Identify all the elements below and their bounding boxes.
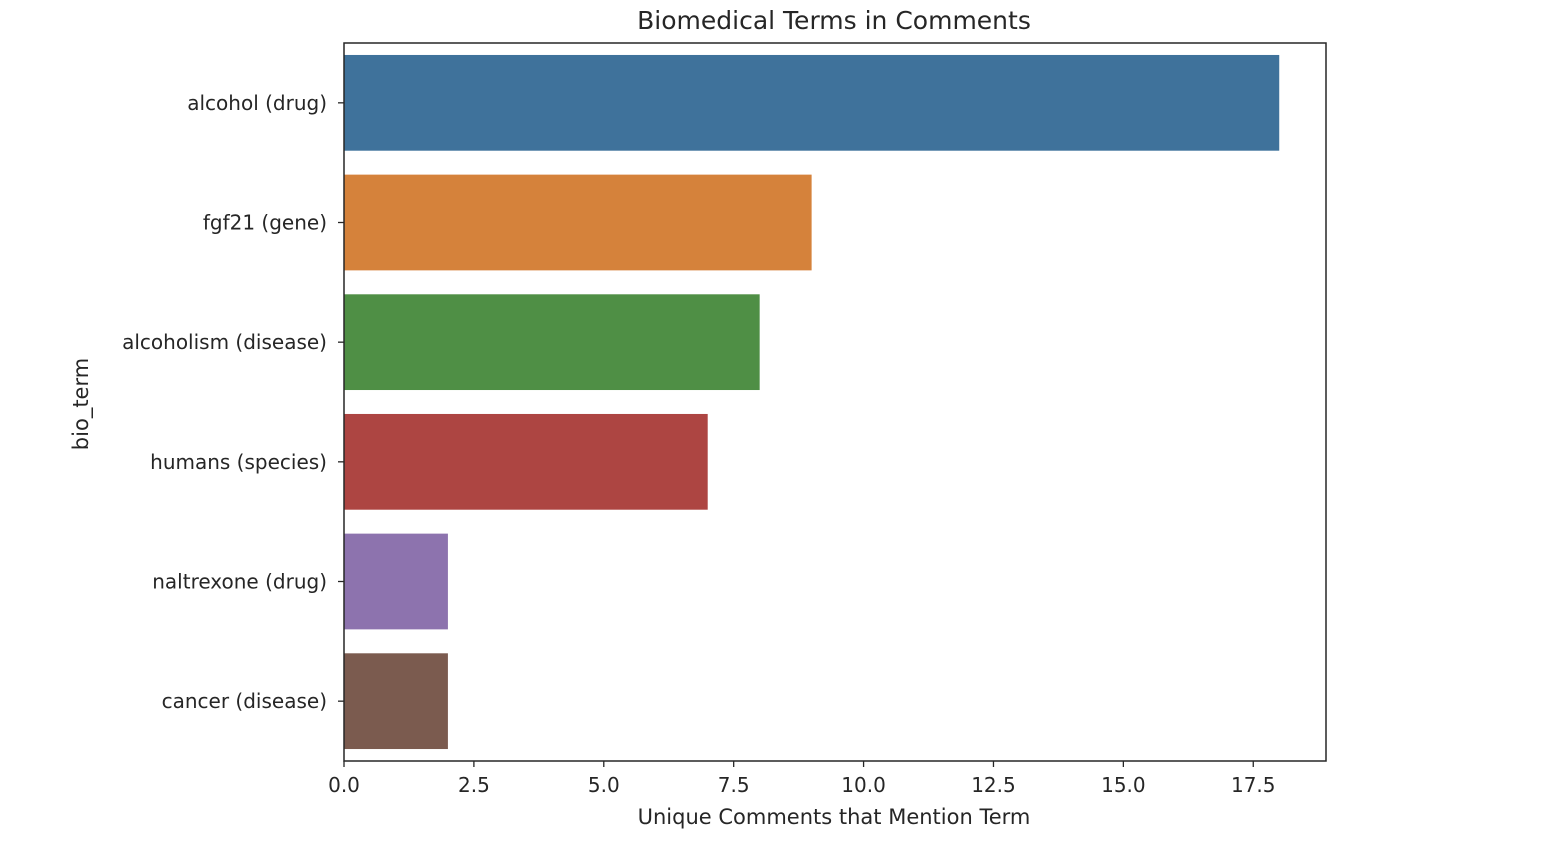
chart-title: Biomedical Terms in Comments [637, 6, 1031, 35]
bar-2 [344, 294, 760, 391]
x-tick-label-2: 5.0 [588, 773, 620, 797]
y-axis-ticks: alcohol (drug) fgf21 (gene) alcoholism (di… [122, 91, 344, 713]
y-tick-label-0: alcohol (drug) [187, 91, 327, 115]
x-axis-label: Unique Comments that Mention Term [638, 805, 1031, 829]
y-tick-label-5: cancer (disease) [162, 689, 327, 713]
y-axis-label: bio_term [69, 358, 94, 450]
bar-0 [344, 54, 1280, 151]
x-tick-label-1: 2.5 [458, 773, 490, 797]
bar-1 [344, 174, 812, 271]
x-tick-label-7: 17.5 [1231, 773, 1276, 797]
plot-frame [343, 42, 1327, 762]
bars-layer [344, 54, 1280, 750]
y-tick-label-2: alcoholism (disease) [122, 330, 327, 354]
bar-5 [344, 653, 448, 750]
x-tick-label-5: 12.5 [971, 773, 1016, 797]
bar-4 [344, 533, 448, 630]
x-tick-label-4: 10.0 [841, 773, 886, 797]
x-tick-label-0: 0.0 [328, 773, 360, 797]
bar-3 [344, 413, 708, 510]
y-tick-label-3: humans (species) [150, 450, 327, 474]
x-tick-label-6: 15.0 [1101, 773, 1146, 797]
y-tick-label-1: fgf21 (gene) [203, 211, 327, 235]
x-tick-label-3: 7.5 [718, 773, 750, 797]
y-tick-label-4: naltrexone (drug) [152, 570, 327, 594]
x-axis-ticks: 0.0 2.5 5.0 7.5 10.0 12.5 15.0 17.5 [328, 761, 1276, 797]
